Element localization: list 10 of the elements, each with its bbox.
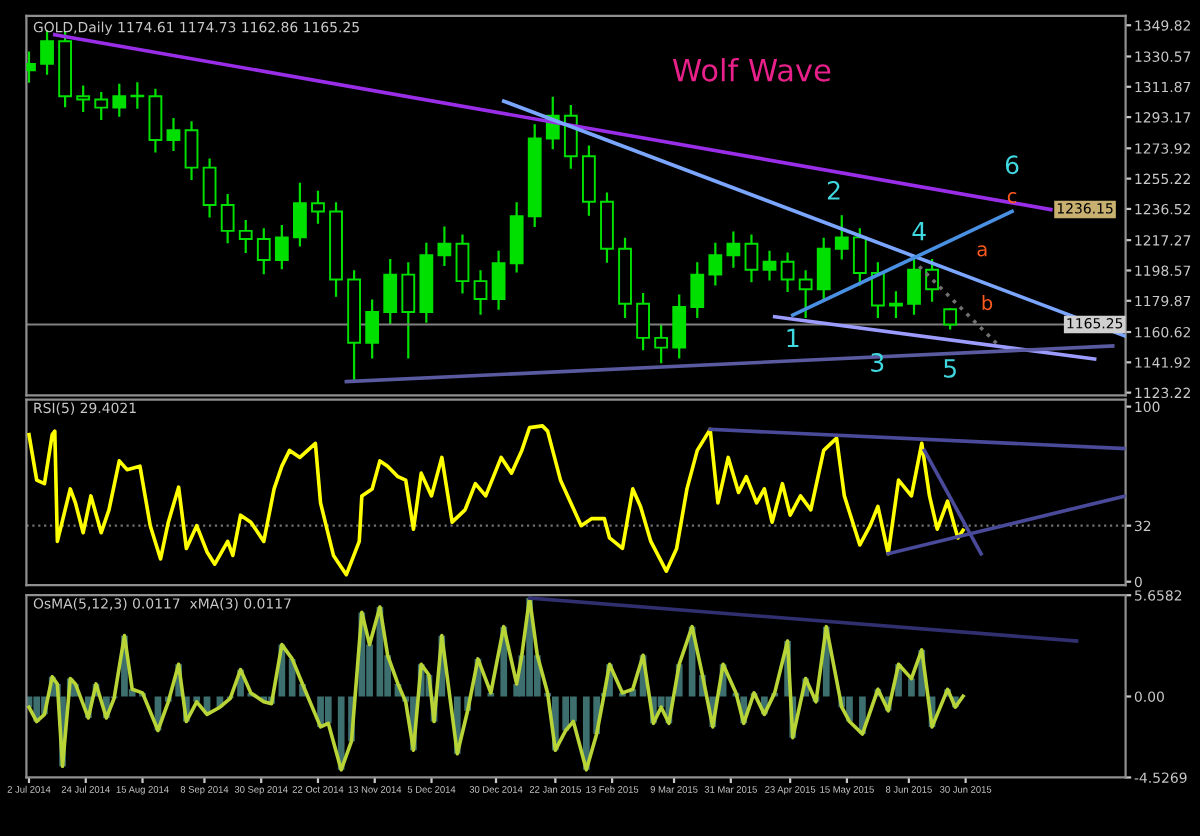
annotation: 4 (912, 222, 926, 241)
annotation: 6 (1005, 155, 1019, 175)
annotation: Wolf Wave (672, 58, 831, 82)
annotation: b (982, 295, 993, 311)
annotation: 3 (871, 353, 884, 372)
annotation: 2 (827, 181, 840, 200)
annotation: a (977, 245, 987, 257)
annotation: c (1007, 192, 1017, 204)
annotation: 5 (944, 359, 956, 378)
annotation: 1 (787, 328, 799, 348)
